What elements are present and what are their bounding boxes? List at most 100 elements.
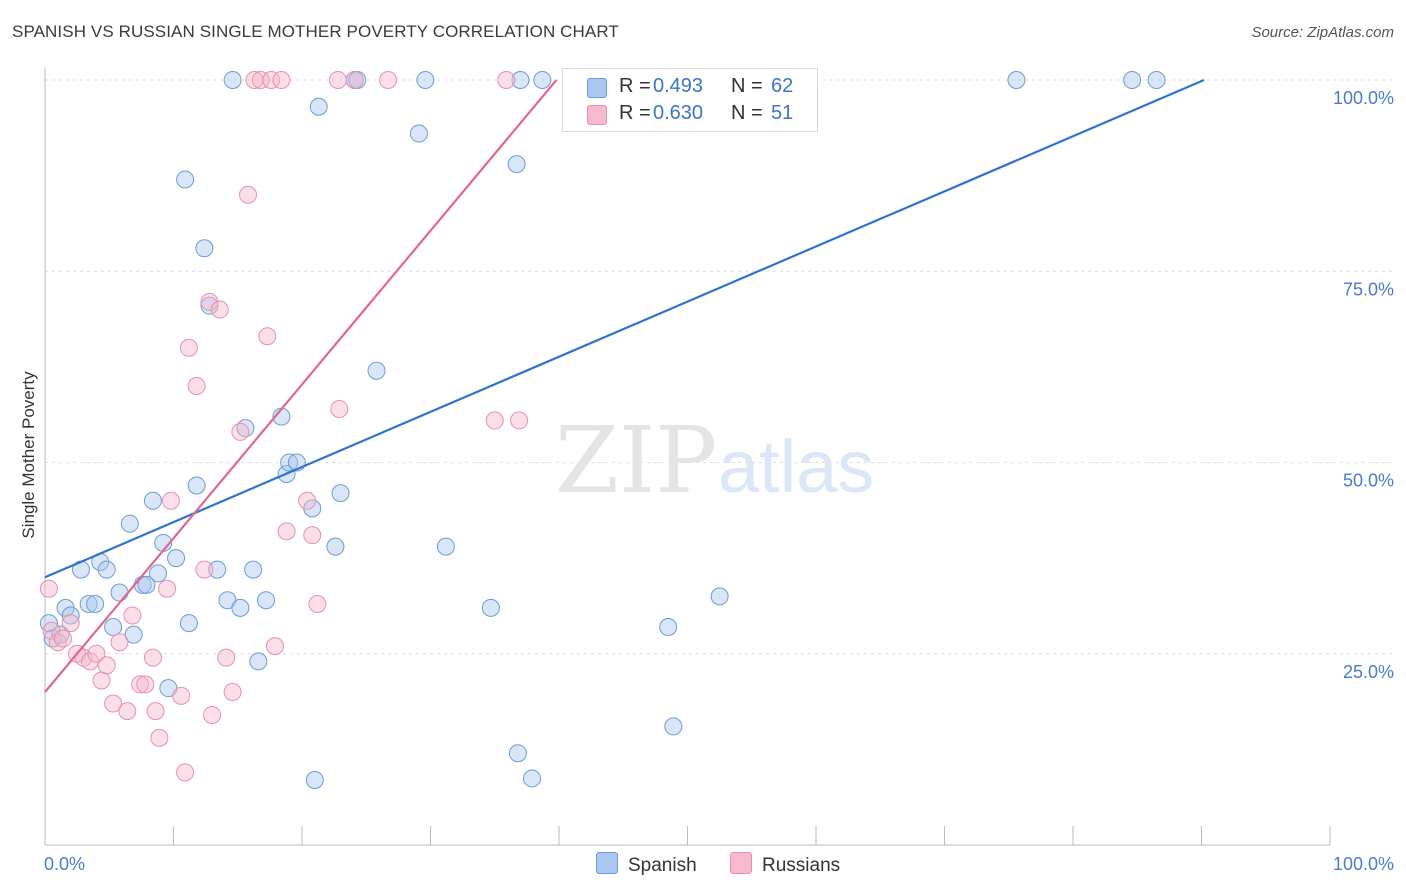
bottom-legend-label-russians: Russians — [762, 855, 841, 876]
russian-point — [150, 728, 169, 747]
spanish-point — [416, 71, 435, 89]
russian-point — [61, 614, 80, 633]
russian-point — [176, 763, 195, 782]
russian-point — [510, 411, 529, 430]
y-axis-label: Single Mother Poverty — [19, 371, 38, 539]
russian-point — [485, 411, 504, 430]
spanish-point — [511, 71, 530, 89]
russian-point — [172, 686, 191, 705]
russian-trend-line — [44, 79, 558, 693]
spanish-point — [280, 453, 299, 472]
russian-point — [497, 71, 516, 89]
watermark-atlas: atlas — [718, 425, 874, 508]
russian-point — [262, 71, 281, 89]
trend-lines — [44, 78, 1205, 693]
russian-point — [303, 526, 322, 545]
russian-point — [104, 694, 123, 713]
spanish-point — [167, 549, 186, 568]
russian-point — [123, 606, 142, 625]
spanish-point — [664, 717, 683, 736]
russian-point — [200, 292, 219, 311]
spanish-point — [208, 560, 227, 579]
y-tick-label: 50.0% — [1343, 471, 1394, 491]
legend-swatch-spanish — [587, 78, 607, 98]
legend-n-label: N = — [731, 75, 763, 97]
spanish-point — [508, 744, 527, 763]
legend-swatch-russians — [587, 105, 607, 125]
y-tick-label: 25.0% — [1343, 662, 1394, 682]
correlation-legend: R = 0.493 N = 62 R = 0.630 N = 51 — [562, 68, 818, 132]
spanish-point — [326, 537, 345, 556]
legend-r-value: 0.630 — [653, 102, 704, 124]
spanish-point — [86, 595, 105, 614]
y-tick-label: 75.0% — [1343, 279, 1394, 299]
russian-point — [87, 644, 106, 663]
legend-n-value: 51 — [771, 102, 794, 124]
legend-r-value: 0.493 — [653, 75, 704, 97]
russian-point — [379, 71, 398, 89]
spanish-point — [179, 614, 198, 633]
spanish-point — [231, 598, 250, 617]
russian-points — [39, 71, 529, 782]
spanish-point — [200, 296, 219, 315]
chart-title: SPANISH VS RUSSIAN SINGLE MOTHER POVERTY… — [12, 22, 619, 41]
russian-point — [203, 705, 222, 724]
russian-point — [146, 702, 165, 721]
spanish-point — [257, 591, 276, 610]
legend-row-spanish: R = 0.493 N = 62 — [563, 73, 817, 101]
russian-point — [277, 522, 296, 541]
legend-r-label: R = — [619, 75, 651, 97]
spanish-point — [195, 239, 214, 258]
spanish-point — [1123, 71, 1142, 89]
russian-point — [328, 71, 347, 89]
y-tick-label: 100.0% — [1333, 88, 1394, 108]
russian-point — [223, 683, 242, 701]
russian-point — [80, 652, 99, 671]
spanish-point — [244, 560, 263, 579]
russian-point — [161, 491, 180, 510]
spanish-point — [481, 598, 500, 617]
russian-point — [345, 71, 364, 89]
russian-point — [179, 338, 198, 357]
spanish-point — [710, 587, 729, 606]
russian-point — [217, 648, 236, 667]
russian-point — [298, 491, 317, 510]
russian-point — [231, 422, 250, 441]
russian-point — [266, 637, 285, 656]
spanish-point — [507, 155, 526, 174]
spanish-point — [367, 361, 386, 380]
spanish-point — [331, 484, 350, 503]
legend-n-label: N = — [731, 102, 763, 124]
russian-point — [330, 399, 349, 418]
russian-point — [158, 579, 177, 598]
spanish-point — [309, 97, 328, 116]
source-label: Source: ZipAtlas.com — [1251, 24, 1394, 41]
watermark-zip: ZIP — [555, 407, 717, 514]
russian-point — [251, 71, 270, 89]
spanish-point — [249, 652, 268, 671]
spanish-point — [97, 560, 116, 579]
bottom-legend-swatch-russians — [730, 852, 752, 874]
spanish-point — [104, 617, 123, 636]
russian-point — [239, 185, 258, 204]
legend-n-value: 62 — [771, 75, 794, 97]
spanish-point — [223, 71, 242, 89]
russian-point — [308, 595, 327, 614]
russian-point — [97, 656, 116, 675]
spanish-point — [1007, 71, 1026, 89]
spanish-point — [187, 476, 206, 495]
russian-point — [110, 633, 129, 652]
spanish-points — [39, 71, 1166, 789]
legend-row-russians: R = 0.630 N = 51 — [563, 100, 817, 128]
spanish-point — [305, 770, 324, 789]
russian-point — [258, 327, 277, 346]
spanish-point — [79, 595, 98, 614]
russian-point — [53, 629, 72, 648]
russian-point — [272, 71, 291, 89]
bottom-legend-swatch-spanish — [596, 852, 618, 874]
spanish-point — [533, 71, 552, 89]
bottom-legend-label-spanish: Spanish — [628, 855, 697, 876]
russian-point — [143, 648, 162, 667]
axes — [44, 68, 1331, 846]
